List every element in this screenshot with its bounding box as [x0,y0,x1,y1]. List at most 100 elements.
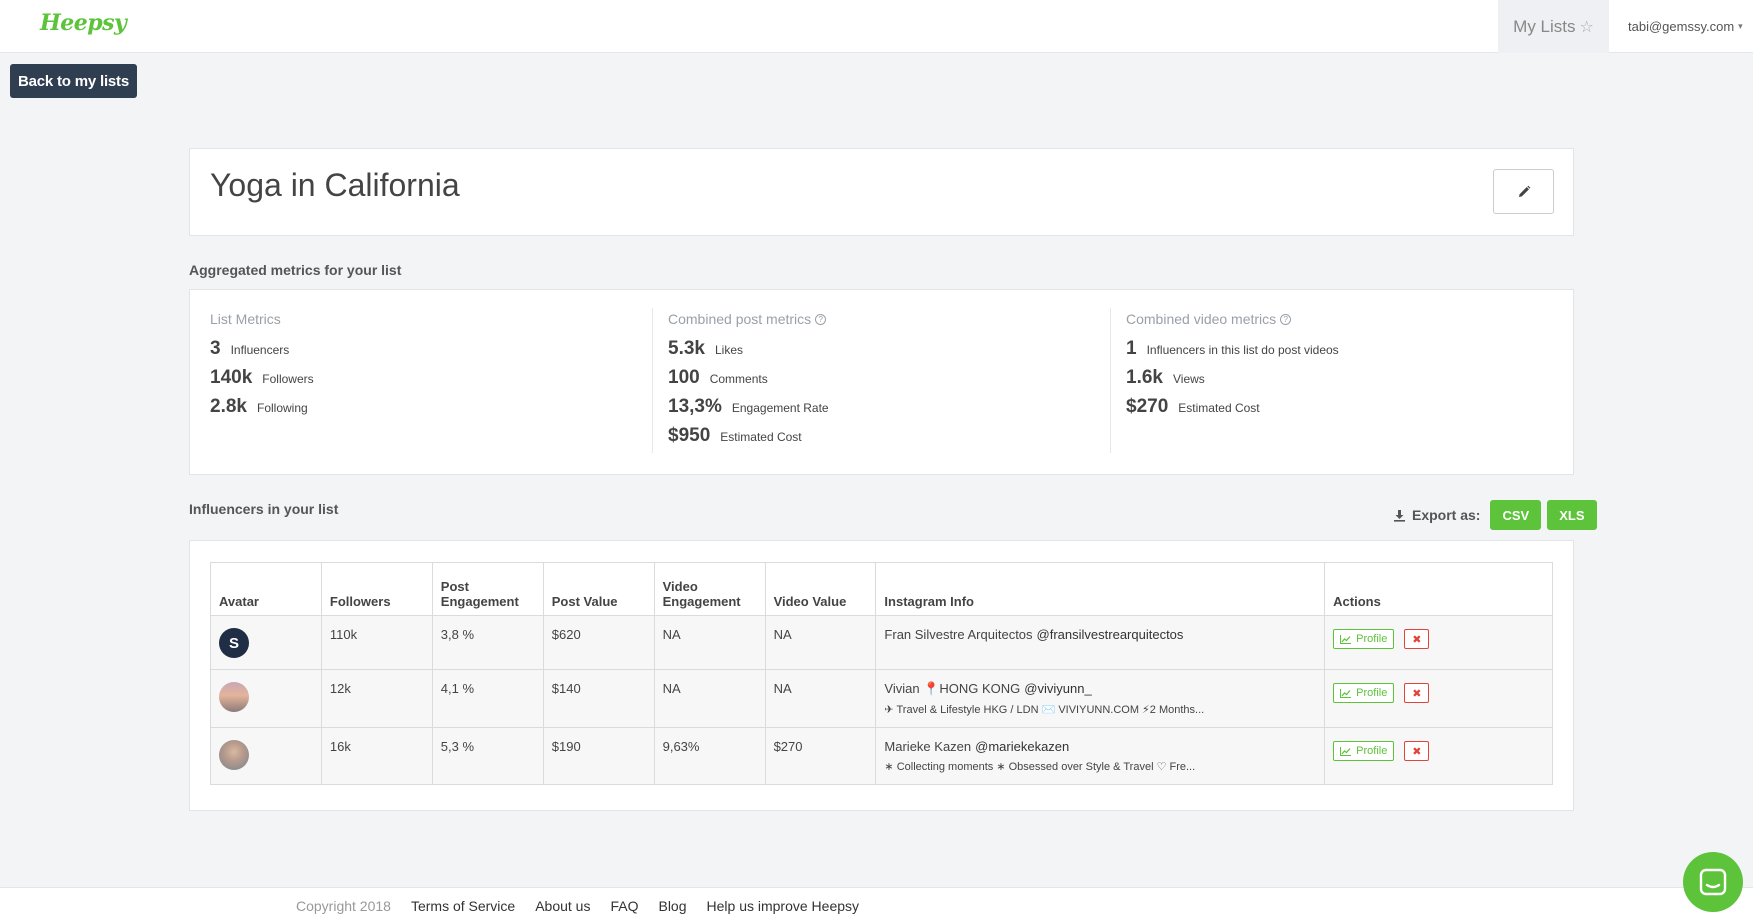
list-metrics-column: List Metrics 3 Influencers 140k Followers … [210,310,314,425]
followers-cell: 110k [320,615,433,670]
metric-value: 5.3k [668,338,705,359]
video-value-cell: $270 [764,727,877,785]
video-value-cell: NA [764,615,877,670]
video-metrics-column: Combined video metrics? 1 Influencers in … [1126,310,1339,425]
column-header: Avatar [210,562,322,616]
footer-link-terms[interactable]: Terms of Service [410,898,516,914]
account-menu[interactable]: tabi@gemssy.com ▾ [1628,0,1743,53]
actions-cell: Profile ✖ [1324,727,1553,785]
profile-button[interactable]: Profile [1333,683,1395,703]
influencer-bio: ∗ Collecting moments ∗ Obsessed over Sty… [884,761,1196,773]
profile-button[interactable]: Profile [1333,629,1395,649]
avatar[interactable] [219,740,249,770]
profile-button-label: Profile [1356,745,1388,757]
instagram-info-cell: Fran Silvestre Arquitectos @fransilvestre… [875,615,1326,670]
post-engagement-cell: 4,1 % [431,669,544,728]
actions-cell: Profile ✖ [1324,615,1553,670]
avatar-cell [210,669,322,728]
actions-cell: Profile ✖ [1324,669,1553,728]
metric-value: $950 [668,425,711,446]
video-engagement-cell: 9,63% [653,727,766,785]
close-icon: ✖ [1412,745,1422,758]
remove-button[interactable]: ✖ [1404,629,1430,649]
my-lists-label: My Lists [1513,16,1576,36]
footer-link-about[interactable]: About us [535,898,591,914]
chart-line-icon [1340,688,1352,698]
metric-label: Estimated Cost [720,430,802,444]
influencer-bio: ✈ Travel & Lifestyle HKG / LDN ✉️ VIVIYU… [884,704,1205,716]
metric-label: Following [256,401,308,415]
instagram-handle-link[interactable]: @fransilvestrearquitectos [1036,627,1184,642]
back-to-lists-button[interactable]: Back to my lists [10,64,137,98]
metric-label: Influencers [230,343,290,357]
instagram-handle-link[interactable]: @mariekekazen [975,739,1070,754]
top-nav: Heepsy My Lists ☆ tabi@gemssy.com ▾ [0,0,1753,53]
post-engagement-cell: 5,3 % [431,727,544,785]
metric-value: 140k [210,367,253,388]
table-header-row: Avatar Followers Post Engagement Post Va… [210,562,1553,616]
post-value-cell: $620 [542,615,655,670]
profile-button[interactable]: Profile [1333,741,1395,761]
help-icon[interactable]: ? [1280,313,1292,325]
export-csv-button[interactable]: CSV [1490,500,1542,530]
copyright: Copyright 2018 [296,898,391,914]
column-header: Followers [320,562,433,616]
help-icon[interactable]: ? [815,313,827,325]
edit-list-button[interactable] [1493,169,1554,214]
avatar[interactable]: S [219,628,249,658]
chat-launcher-button[interactable] [1683,852,1743,912]
video-engagement-cell: NA [653,615,766,670]
video-metrics-heading: Combined video metrics [1126,311,1277,327]
export-xls-button[interactable]: XLS [1547,500,1597,530]
column-divider [652,308,653,453]
instagram-handle-link[interactable]: @viviyunn_ [1024,681,1092,696]
instagram-info-cell: Vivian 📍HONG KONG @viviyunn_ ✈ Travel & L… [875,669,1326,728]
post-engagement-cell: 3,8 % [431,615,544,670]
chart-line-icon [1340,746,1352,756]
video-value-cell: NA [764,669,877,728]
column-header: Post Engagement [431,562,544,616]
list-metrics-heading: List Metrics [210,311,281,327]
metric-row: 1 Influencers in this list do post videos [1126,338,1339,367]
remove-button[interactable]: ✖ [1404,741,1430,761]
followers-cell: 12k [320,669,433,728]
avatar[interactable] [219,682,249,712]
export-label: Export as: [1412,507,1481,523]
my-lists-nav-item[interactable]: My Lists ☆ [1498,0,1609,53]
footer-link-faq[interactable]: FAQ [610,898,639,914]
star-icon: ☆ [1579,18,1594,36]
metric-label: Views [1172,372,1205,386]
metric-row: 3 Influencers [210,338,314,367]
table-row: S 110k 3,8 % $620 NA NA Fran Silvestre A… [210,615,1553,670]
video-metrics-heading-row: Combined video metrics? [1126,310,1339,328]
heepsy-logo[interactable]: Heepsy [40,10,127,36]
metric-label: Followers [262,372,314,386]
instagram-info-cell: Marieke Kazen @mariekekazen ∗ Collecting … [875,727,1326,785]
metric-label: Comments [709,372,768,386]
pencil-icon [1518,185,1530,197]
influencer-name: Fran Silvestre Arquitectos [884,627,1033,642]
metric-label: Influencers in this list do post videos [1146,343,1339,357]
influencer-name: Marieke Kazen [884,739,972,754]
chat-icon [1699,868,1727,896]
close-icon: ✖ [1412,687,1422,700]
remove-button[interactable]: ✖ [1404,683,1430,703]
metric-row: $270 Estimated Cost [1126,396,1339,425]
chart-line-icon [1340,634,1352,644]
download-icon [1394,509,1405,522]
list-title: Yoga in California [210,167,460,203]
footer-link-feedback[interactable]: Help us improve Heepsy [706,898,860,914]
video-engagement-cell: NA [653,669,766,728]
influencers-section-label: Influencers in your list [189,501,339,517]
metric-value: 1.6k [1126,367,1163,388]
metric-row: 2.8k Following [210,396,314,425]
metric-value: 1 [1126,338,1137,359]
footer-link-blog[interactable]: Blog [658,898,687,914]
influencer-name: Vivian 📍HONG KONG [884,681,1021,696]
post-metrics-heading-row: Combined post metrics? [668,310,829,328]
metric-row: 100 Comments [668,367,829,396]
column-header: Video Value [764,562,877,616]
metrics-panel: List Metrics 3 Influencers 140k Followers … [189,289,1574,475]
profile-button-label: Profile [1356,687,1388,699]
metric-value: 3 [210,338,221,359]
